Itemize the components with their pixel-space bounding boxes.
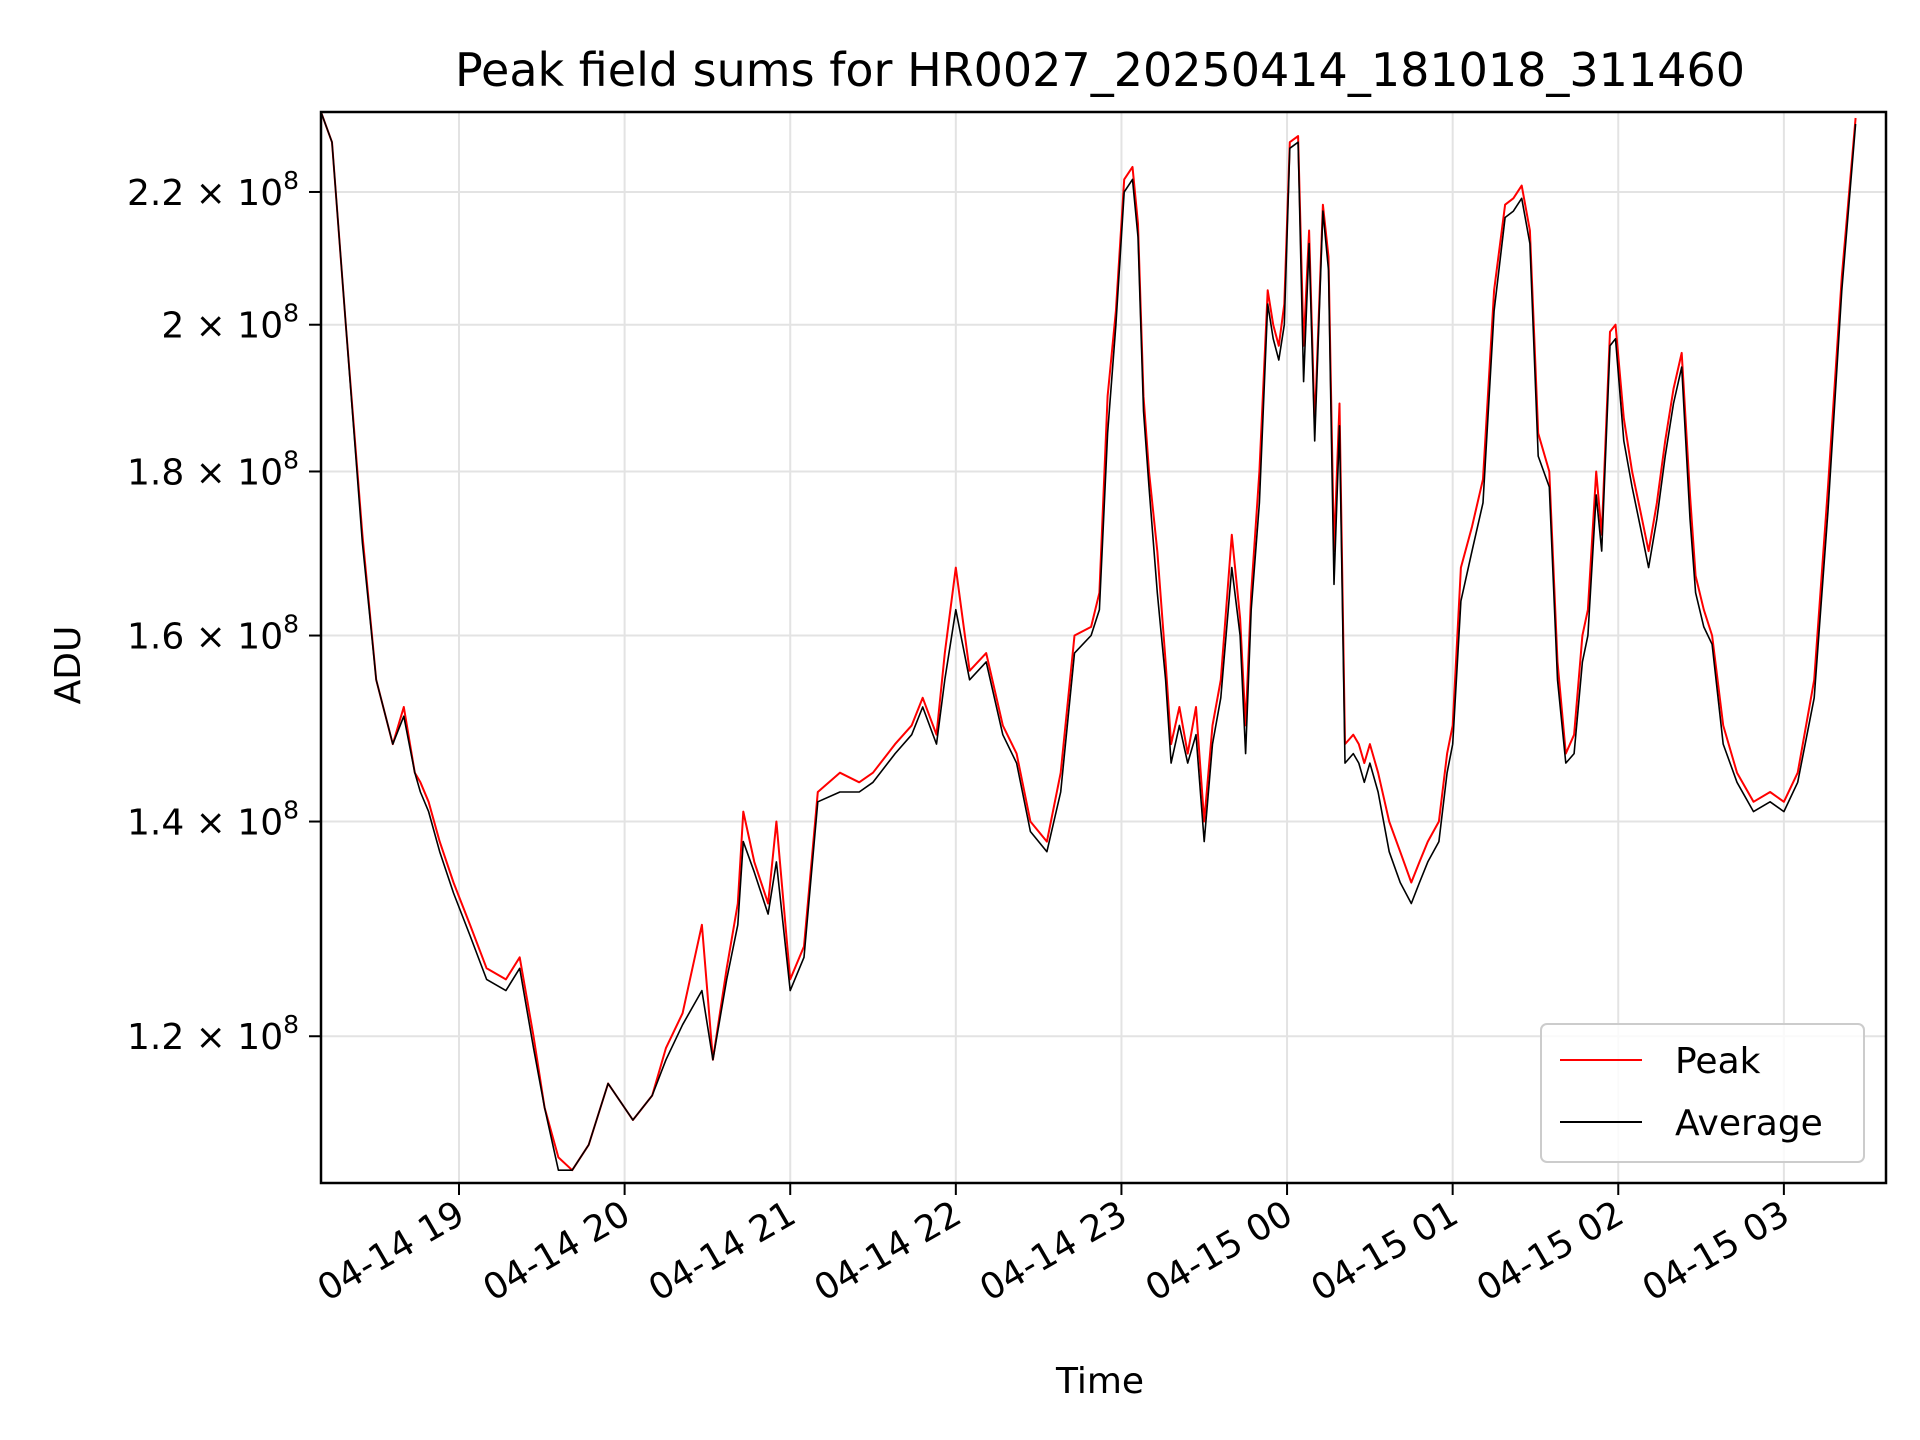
legend-box <box>1540 1023 1865 1163</box>
y-tick-label: 2.2 × 108 <box>127 166 299 214</box>
y-tick-label: 1.8 × 108 <box>127 445 299 493</box>
y-tick-label: 2 × 108 <box>161 299 299 347</box>
y-tick-base: 1.4 <box>127 803 184 844</box>
legend-label-average: Average <box>1675 1103 1823 1144</box>
y-tick-label: 1.6 × 108 <box>127 610 299 658</box>
y-tick-base: 2.2 <box>127 173 184 214</box>
x-axis-label: Time <box>1055 1361 1144 1402</box>
y-tick-label: 1.2 × 108 <box>127 1010 299 1058</box>
legend: Peak Average <box>1540 1023 1865 1163</box>
legend-label-peak: Peak <box>1675 1041 1761 1082</box>
y-tick-base: 1.2 <box>127 1017 184 1058</box>
y-tick-exponent: 8 <box>283 1010 299 1039</box>
plot-area-frame <box>319 110 1888 1185</box>
series-line-average <box>321 112 1857 1171</box>
plot-series <box>321 112 1857 1172</box>
y-tick-multiplier: × 10 <box>184 803 283 844</box>
y-tick-base: 1.6 <box>127 617 184 658</box>
y-tick-base: 1.8 <box>127 452 184 493</box>
y-tick-multiplier: × 10 <box>184 617 283 658</box>
y-tick-exponent: 8 <box>283 166 299 195</box>
y-tick-base: 2 <box>161 306 184 347</box>
y-tick-multiplier: × 10 <box>184 306 283 347</box>
y-tick-exponent: 8 <box>283 610 299 639</box>
y-tick-multiplier: × 10 <box>184 452 283 493</box>
y-tick-multiplier: × 10 <box>184 173 283 214</box>
y-tick-label: 1.4 × 108 <box>127 796 299 844</box>
y-tick-multiplier: × 10 <box>184 1017 283 1058</box>
y-tick-exponent: 8 <box>283 299 299 328</box>
chart-title: Peak field sums for HR0027_20250414_1810… <box>455 43 1745 97</box>
y-axis-label: ADU <box>48 626 89 705</box>
y-tick-exponent: 8 <box>283 796 299 825</box>
y-tick-exponent: 8 <box>283 445 299 474</box>
